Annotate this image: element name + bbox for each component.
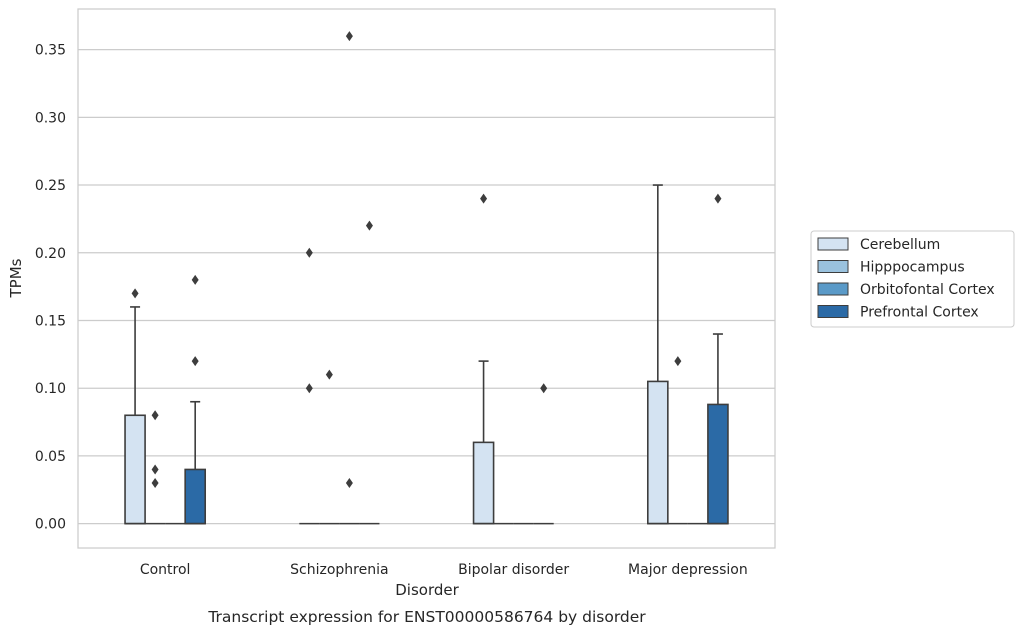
x-tick-label: Bipolar disorder: [458, 562, 569, 578]
outlier-point: [714, 193, 722, 204]
x-tick-label: Control: [140, 562, 191, 578]
outlier-point: [674, 356, 682, 367]
plot-background: [78, 9, 775, 548]
series-orbitofontal-cortex: [165, 31, 708, 525]
legend-swatch: [817, 305, 849, 318]
y-axis-ticks: 0.00 0.05 0.10 0.15 0.20 0.25 0.30 0.35: [35, 43, 66, 533]
x-axis-ticks: Control Schizophrenia Bipolar disorder Majo…: [140, 562, 748, 578]
x-tick-label: Major depression: [628, 562, 748, 578]
y-gridlines: [78, 49, 775, 525]
outlier-point: [305, 247, 313, 258]
outlier-point: [191, 356, 199, 367]
legend-swatch: [817, 282, 849, 296]
box: [184, 274, 207, 525]
outlier-point: [305, 383, 313, 394]
box: [145, 410, 166, 525]
box: [646, 184, 669, 525]
box: [124, 288, 146, 525]
legend-swatch: [817, 260, 849, 273]
box-body: [472, 441, 495, 525]
box-series: [124, 31, 729, 525]
legend: Cerebellum Hipppocampus Orbitofontal Corte…: [810, 230, 1015, 328]
legend-label: Prefrontal Cortex: [860, 305, 979, 321]
y-tick-label: 0.20: [35, 246, 66, 262]
legend-label: Cerebellum: [860, 237, 940, 253]
series-cerebellum: [124, 184, 669, 525]
y-tick-label: 0.15: [35, 313, 66, 329]
outlier-point: [345, 477, 353, 488]
series-hipppocampus: [145, 356, 688, 525]
y-tick-label: 0.10: [35, 381, 66, 397]
box: [299, 247, 320, 525]
x-tick-label: Schizophrenia: [290, 562, 388, 578]
box: [339, 31, 360, 525]
box: [359, 220, 380, 525]
outlier-point: [540, 383, 548, 394]
box: [533, 383, 554, 525]
outlier-point: [365, 220, 373, 231]
box: [667, 356, 688, 525]
plot-frame: [77, 8, 776, 549]
y-tick-label: 0.00: [35, 517, 66, 533]
box: [472, 193, 495, 525]
y-tick-label: 0.35: [35, 43, 66, 59]
outlier-point: [131, 288, 139, 299]
outlier-point: [151, 464, 159, 475]
legend-label: Orbitofontal Cortex: [860, 282, 995, 298]
legend-swatch: [817, 237, 849, 251]
legend-frame: [810, 230, 1015, 328]
box-body: [184, 468, 207, 525]
y-tick-label: 0.30: [35, 110, 66, 126]
legend-label: Hipppocampus: [860, 260, 965, 276]
y-tick-label: 0.05: [35, 449, 66, 465]
outlier-point: [325, 369, 333, 380]
outlier-point: [151, 410, 159, 421]
outlier-point: [151, 477, 159, 488]
y-axis-label: TPMs: [7, 258, 25, 298]
box: [319, 369, 340, 525]
y-tick-label: 0.25: [35, 178, 66, 194]
box-body: [646, 380, 669, 525]
box-body: [707, 403, 729, 525]
outlier-point: [345, 31, 353, 42]
box: [707, 193, 729, 525]
outlier-point: [191, 274, 199, 285]
outlier-point: [480, 193, 488, 204]
series-prefrontal-cortex: [184, 193, 729, 525]
chart-caption: Transcript expression for ENST0000058676…: [207, 608, 646, 626]
box-body: [124, 414, 146, 525]
x-axis-label: Disorder: [395, 581, 459, 599]
